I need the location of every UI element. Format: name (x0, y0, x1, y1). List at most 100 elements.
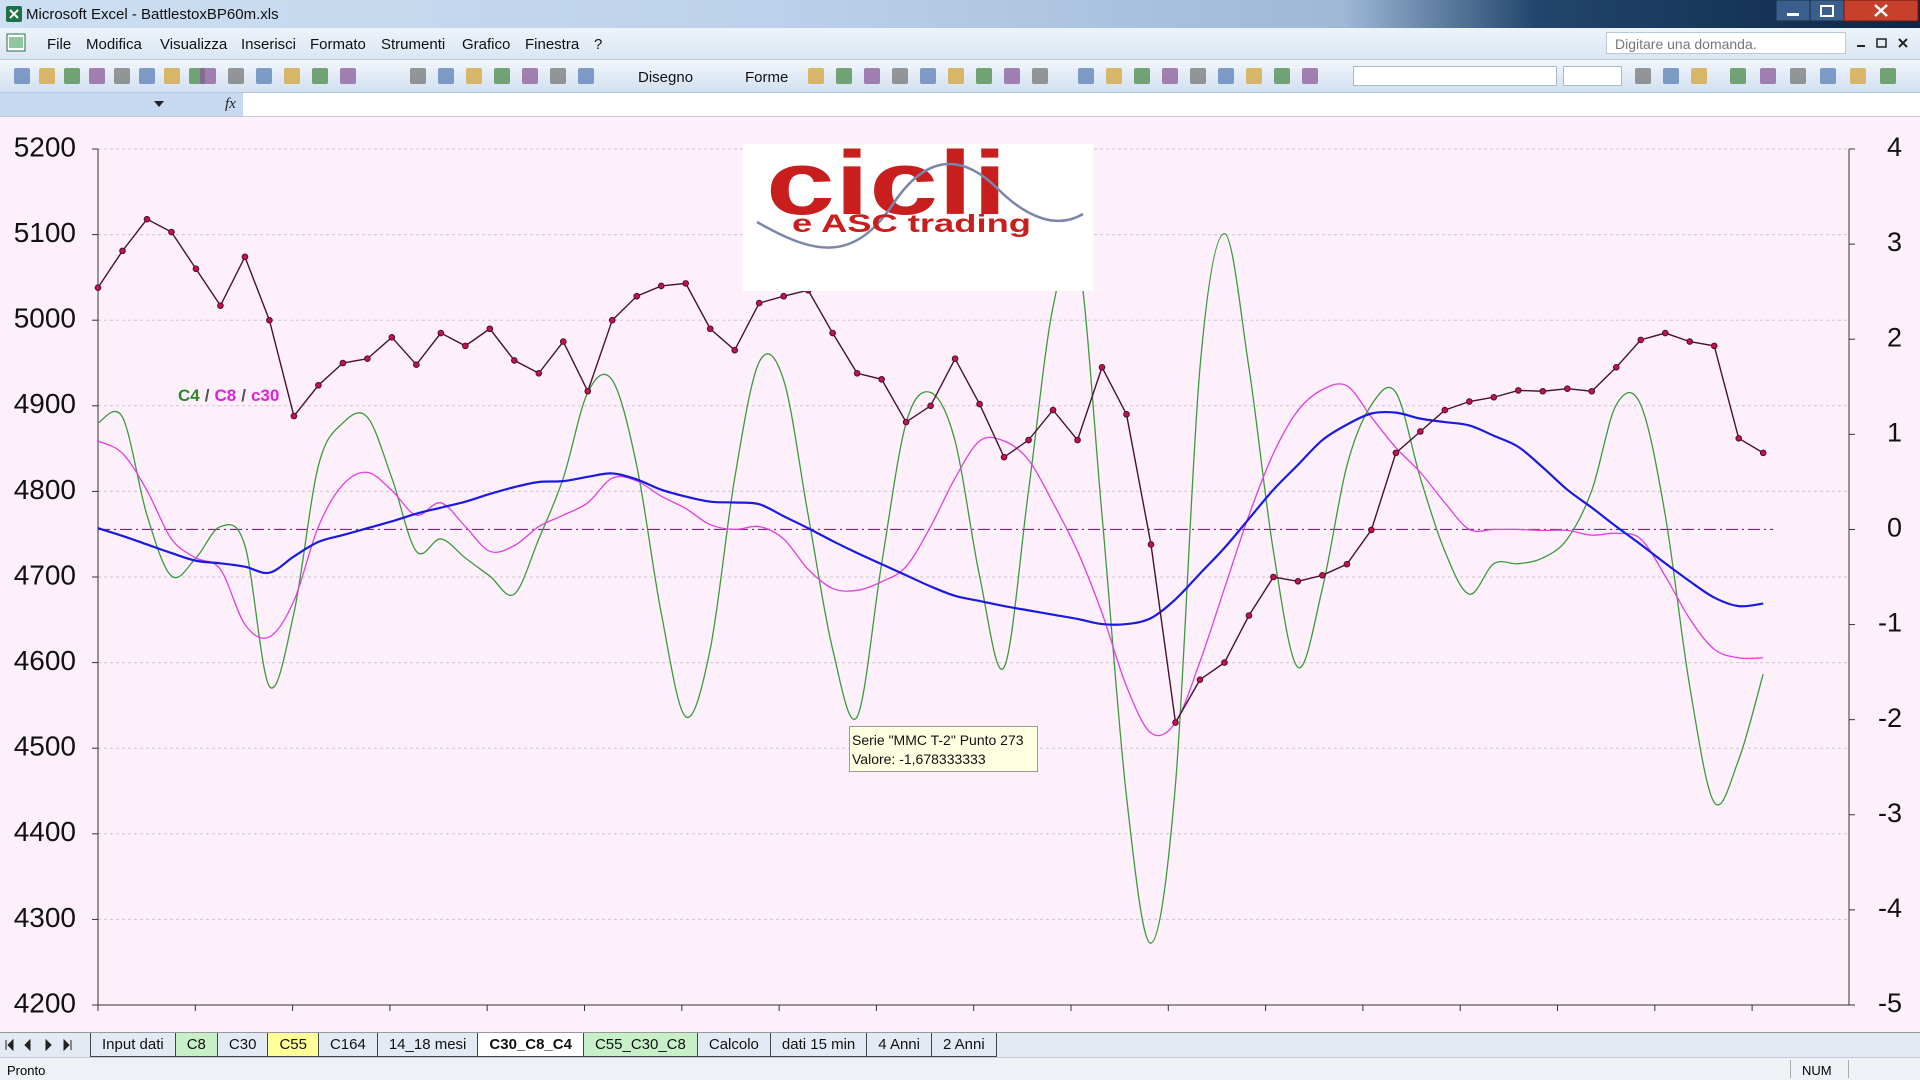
window-controls[interactable] (1776, 0, 1920, 22)
toolbar-icon[interactable] (139, 68, 155, 84)
menu-item[interactable]: ? (594, 36, 603, 53)
point-marker (1612, 363, 1620, 371)
menu-item[interactable]: Modifica (86, 36, 142, 53)
point-marker (143, 215, 151, 223)
sheet-tab[interactable]: C8 (175, 1033, 218, 1057)
tooltip-line: Valore: -1,678333333 (852, 751, 986, 767)
toolbar-icon[interactable] (1032, 68, 1048, 84)
toolbar-icon[interactable] (1302, 68, 1318, 84)
point-marker (388, 334, 396, 341)
doc-controls[interactable] (1855, 35, 1915, 51)
toolbar-icon[interactable] (312, 68, 328, 84)
toolbar-icon[interactable] (89, 68, 105, 84)
toolbar-icon[interactable] (836, 68, 852, 84)
toolbar-icon[interactable] (114, 68, 130, 84)
toolbar-icon[interactable] (1106, 68, 1122, 84)
toolbar-icon[interactable] (1790, 68, 1806, 84)
toolbar-icon[interactable] (256, 68, 272, 84)
y-tick-label: 5000 (14, 303, 76, 334)
tab-nav[interactable] (4, 1039, 84, 1051)
toolbar-icon[interactable] (200, 68, 216, 84)
point-marker (1000, 453, 1008, 461)
series-label: C4/C8/c30 (178, 386, 284, 406)
sheet-tab[interactable]: Calcolo (697, 1033, 771, 1057)
toolbar-icon[interactable] (1730, 68, 1746, 84)
toolbar-icon[interactable] (864, 68, 880, 84)
toolbar-icon[interactable] (1078, 68, 1094, 84)
sheet-tab[interactable]: Input dati (90, 1033, 176, 1057)
toolbar-icon[interactable] (1850, 68, 1866, 84)
point-marker (119, 247, 126, 255)
toolbar-icon[interactable] (1691, 68, 1707, 84)
toolbar-icon[interactable] (1635, 68, 1651, 84)
toolbar-icon[interactable] (550, 68, 566, 84)
toolbar-icon[interactable] (920, 68, 936, 84)
toolbar-icon[interactable] (1218, 68, 1234, 84)
sheet-tab[interactable]: C164 (318, 1033, 378, 1057)
toolbar-icon[interactable] (1880, 68, 1896, 84)
toolbar-icon[interactable] (494, 68, 510, 84)
menu-item[interactable]: File (47, 36, 72, 53)
toolbar-icon[interactable] (1246, 68, 1262, 84)
toolbar-icon[interactable] (522, 68, 538, 84)
sheet-tab[interactable]: 4 Anni (867, 1033, 932, 1057)
draw-menu[interactable]: Disegno (638, 69, 694, 86)
sheet-tab[interactable]: 14_18 mesi (377, 1033, 479, 1057)
toolbar-icon[interactable] (976, 68, 992, 84)
toolbar-icon[interactable] (1663, 68, 1679, 84)
point-marker (1319, 571, 1326, 579)
point-marker (1515, 387, 1522, 394)
toolbar-icon[interactable] (340, 68, 356, 84)
toolbar-icon[interactable] (64, 68, 80, 84)
toolbar-icon[interactable] (1760, 68, 1776, 84)
point-marker (413, 361, 420, 369)
menu-item[interactable]: Strumenti (381, 36, 446, 53)
toolbar-icon[interactable] (948, 68, 964, 84)
toolbar-icon[interactable] (578, 68, 594, 84)
toolbar-icon[interactable] (1190, 68, 1206, 84)
sheet-tab[interactable]: C30_C8_C4 (478, 1033, 584, 1057)
menu-item[interactable]: Grafico (462, 36, 511, 53)
toolbar-icon[interactable] (892, 68, 908, 84)
toolbar-icon[interactable] (808, 68, 824, 84)
status-bar: Pronto NUM (0, 1057, 1920, 1080)
menu-item[interactable]: Formato (310, 36, 366, 53)
shapes-menu[interactable]: Forme (745, 69, 789, 86)
toolbar-icon[interactable] (1134, 68, 1150, 84)
toolbar-icon[interactable] (164, 68, 180, 84)
sheet-tab[interactable]: 2 Anni (931, 1033, 997, 1057)
point-marker (1245, 612, 1253, 619)
sheet-tab[interactable]: C55 (268, 1033, 319, 1057)
toolbar-icon[interactable] (284, 68, 300, 84)
toolbar-icon[interactable] (1162, 68, 1178, 84)
font-box[interactable] (1353, 66, 1557, 86)
point-marker (1049, 406, 1057, 414)
help-box[interactable]: Digitare una domanda. (1606, 32, 1846, 54)
toolbar-icon[interactable] (14, 68, 30, 84)
point-marker (1441, 406, 1449, 414)
toolbar-icon[interactable] (228, 68, 244, 84)
dropdown-arrow (154, 101, 164, 107)
menu-item[interactable]: Finestra (525, 36, 580, 53)
sheet-tab[interactable]: dati 15 min (770, 1033, 868, 1057)
menu-item[interactable]: Inserisci (241, 36, 297, 53)
size-box[interactable] (1563, 66, 1622, 86)
point-marker (1368, 526, 1375, 534)
menu-item[interactable]: Visualizza (160, 36, 228, 53)
toolbar-icon[interactable] (438, 68, 454, 84)
toolbar-icon[interactable] (1274, 68, 1290, 84)
point-marker (657, 282, 665, 290)
point-marker (853, 369, 861, 377)
name-box[interactable] (0, 93, 243, 116)
sheet-tab[interactable]: C55_C30_C8 (583, 1033, 698, 1057)
y2-tick-label: -1 (1878, 608, 1902, 638)
toolbar-icon[interactable] (1820, 68, 1836, 84)
point-marker (1563, 385, 1571, 392)
toolbar-icon[interactable] (410, 68, 426, 84)
window-title: Microsoft Excel - BattlestoxBP60m.xls (26, 6, 279, 23)
sheet-tab[interactable]: C30 (217, 1033, 269, 1057)
toolbar-icon[interactable] (1004, 68, 1020, 84)
toolbar-icon[interactable] (466, 68, 482, 84)
toolbar-icon[interactable] (39, 68, 55, 84)
